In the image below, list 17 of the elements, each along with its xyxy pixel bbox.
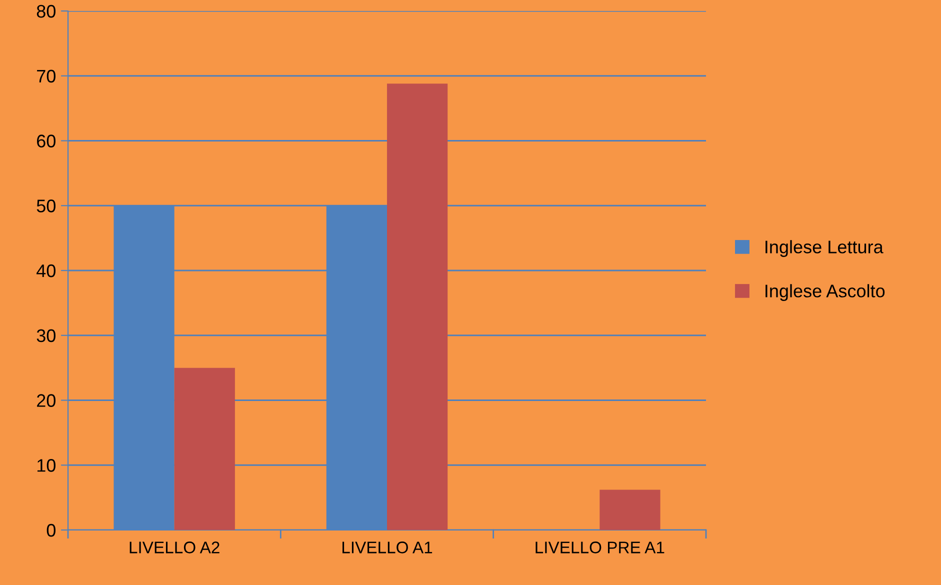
y-tick-label: 40 — [36, 264, 56, 278]
bar — [600, 490, 660, 530]
bar — [387, 84, 448, 530]
y-tick-label: 0 — [46, 524, 56, 537]
legend-label: Inglese Ascolto — [766, 284, 885, 301]
x-tick-label: LIVELLO A1 — [342, 542, 432, 554]
x-tick-label: LIVELLO A2 — [130, 542, 220, 554]
bar — [174, 368, 235, 530]
y-tick-label: 50 — [36, 200, 56, 212]
y-tick-label: 20 — [37, 394, 56, 407]
y-tick-label: 10 — [37, 459, 56, 472]
y-tick-label: 30 — [36, 329, 56, 342]
y-tick-label: 80 — [36, 4, 56, 18]
x-tick-label: LIVELLO PRE A1 — [536, 542, 664, 554]
y-tick-label: 70 — [37, 70, 56, 83]
legend-label: Inglese Lettura — [766, 240, 884, 257]
y-tick-label: 60 — [37, 134, 56, 148]
